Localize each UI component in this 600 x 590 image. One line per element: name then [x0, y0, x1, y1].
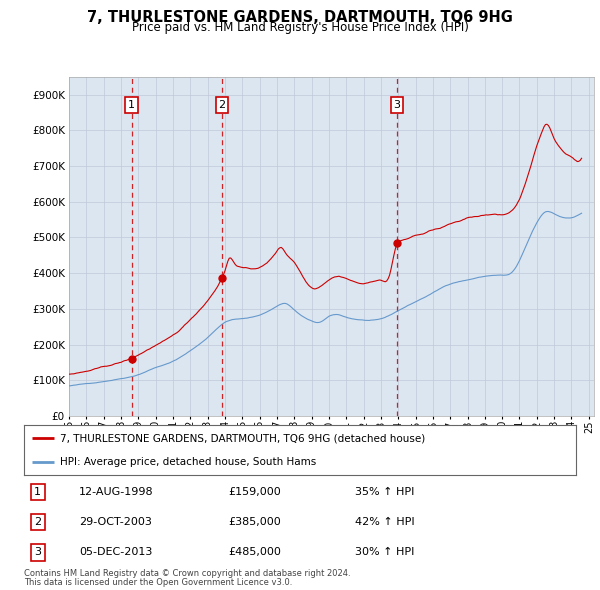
- Text: This data is licensed under the Open Government Licence v3.0.: This data is licensed under the Open Gov…: [24, 578, 292, 587]
- Text: 7, THURLESTONE GARDENS, DARTMOUTH, TQ6 9HG: 7, THURLESTONE GARDENS, DARTMOUTH, TQ6 9…: [87, 10, 513, 25]
- Text: 2: 2: [34, 517, 41, 527]
- Text: Contains HM Land Registry data © Crown copyright and database right 2024.: Contains HM Land Registry data © Crown c…: [24, 569, 350, 578]
- Text: 3: 3: [394, 100, 400, 110]
- Text: 7, THURLESTONE GARDENS, DARTMOUTH, TQ6 9HG (detached house): 7, THURLESTONE GARDENS, DARTMOUTH, TQ6 9…: [60, 433, 425, 443]
- Text: £159,000: £159,000: [228, 487, 281, 497]
- Text: 05-DEC-2013: 05-DEC-2013: [79, 548, 152, 557]
- Text: HPI: Average price, detached house, South Hams: HPI: Average price, detached house, Sout…: [60, 457, 316, 467]
- Text: 1: 1: [128, 100, 135, 110]
- Text: 1: 1: [34, 487, 41, 497]
- Text: Price paid vs. HM Land Registry's House Price Index (HPI): Price paid vs. HM Land Registry's House …: [131, 21, 469, 34]
- Text: £485,000: £485,000: [228, 548, 281, 557]
- Text: 3: 3: [34, 548, 41, 557]
- Text: 30% ↑ HPI: 30% ↑ HPI: [355, 548, 415, 557]
- Text: 29-OCT-2003: 29-OCT-2003: [79, 517, 152, 527]
- Text: 35% ↑ HPI: 35% ↑ HPI: [355, 487, 415, 497]
- Text: £385,000: £385,000: [228, 517, 281, 527]
- Text: 2: 2: [218, 100, 226, 110]
- Text: 12-AUG-1998: 12-AUG-1998: [79, 487, 154, 497]
- Text: 42% ↑ HPI: 42% ↑ HPI: [355, 517, 415, 527]
